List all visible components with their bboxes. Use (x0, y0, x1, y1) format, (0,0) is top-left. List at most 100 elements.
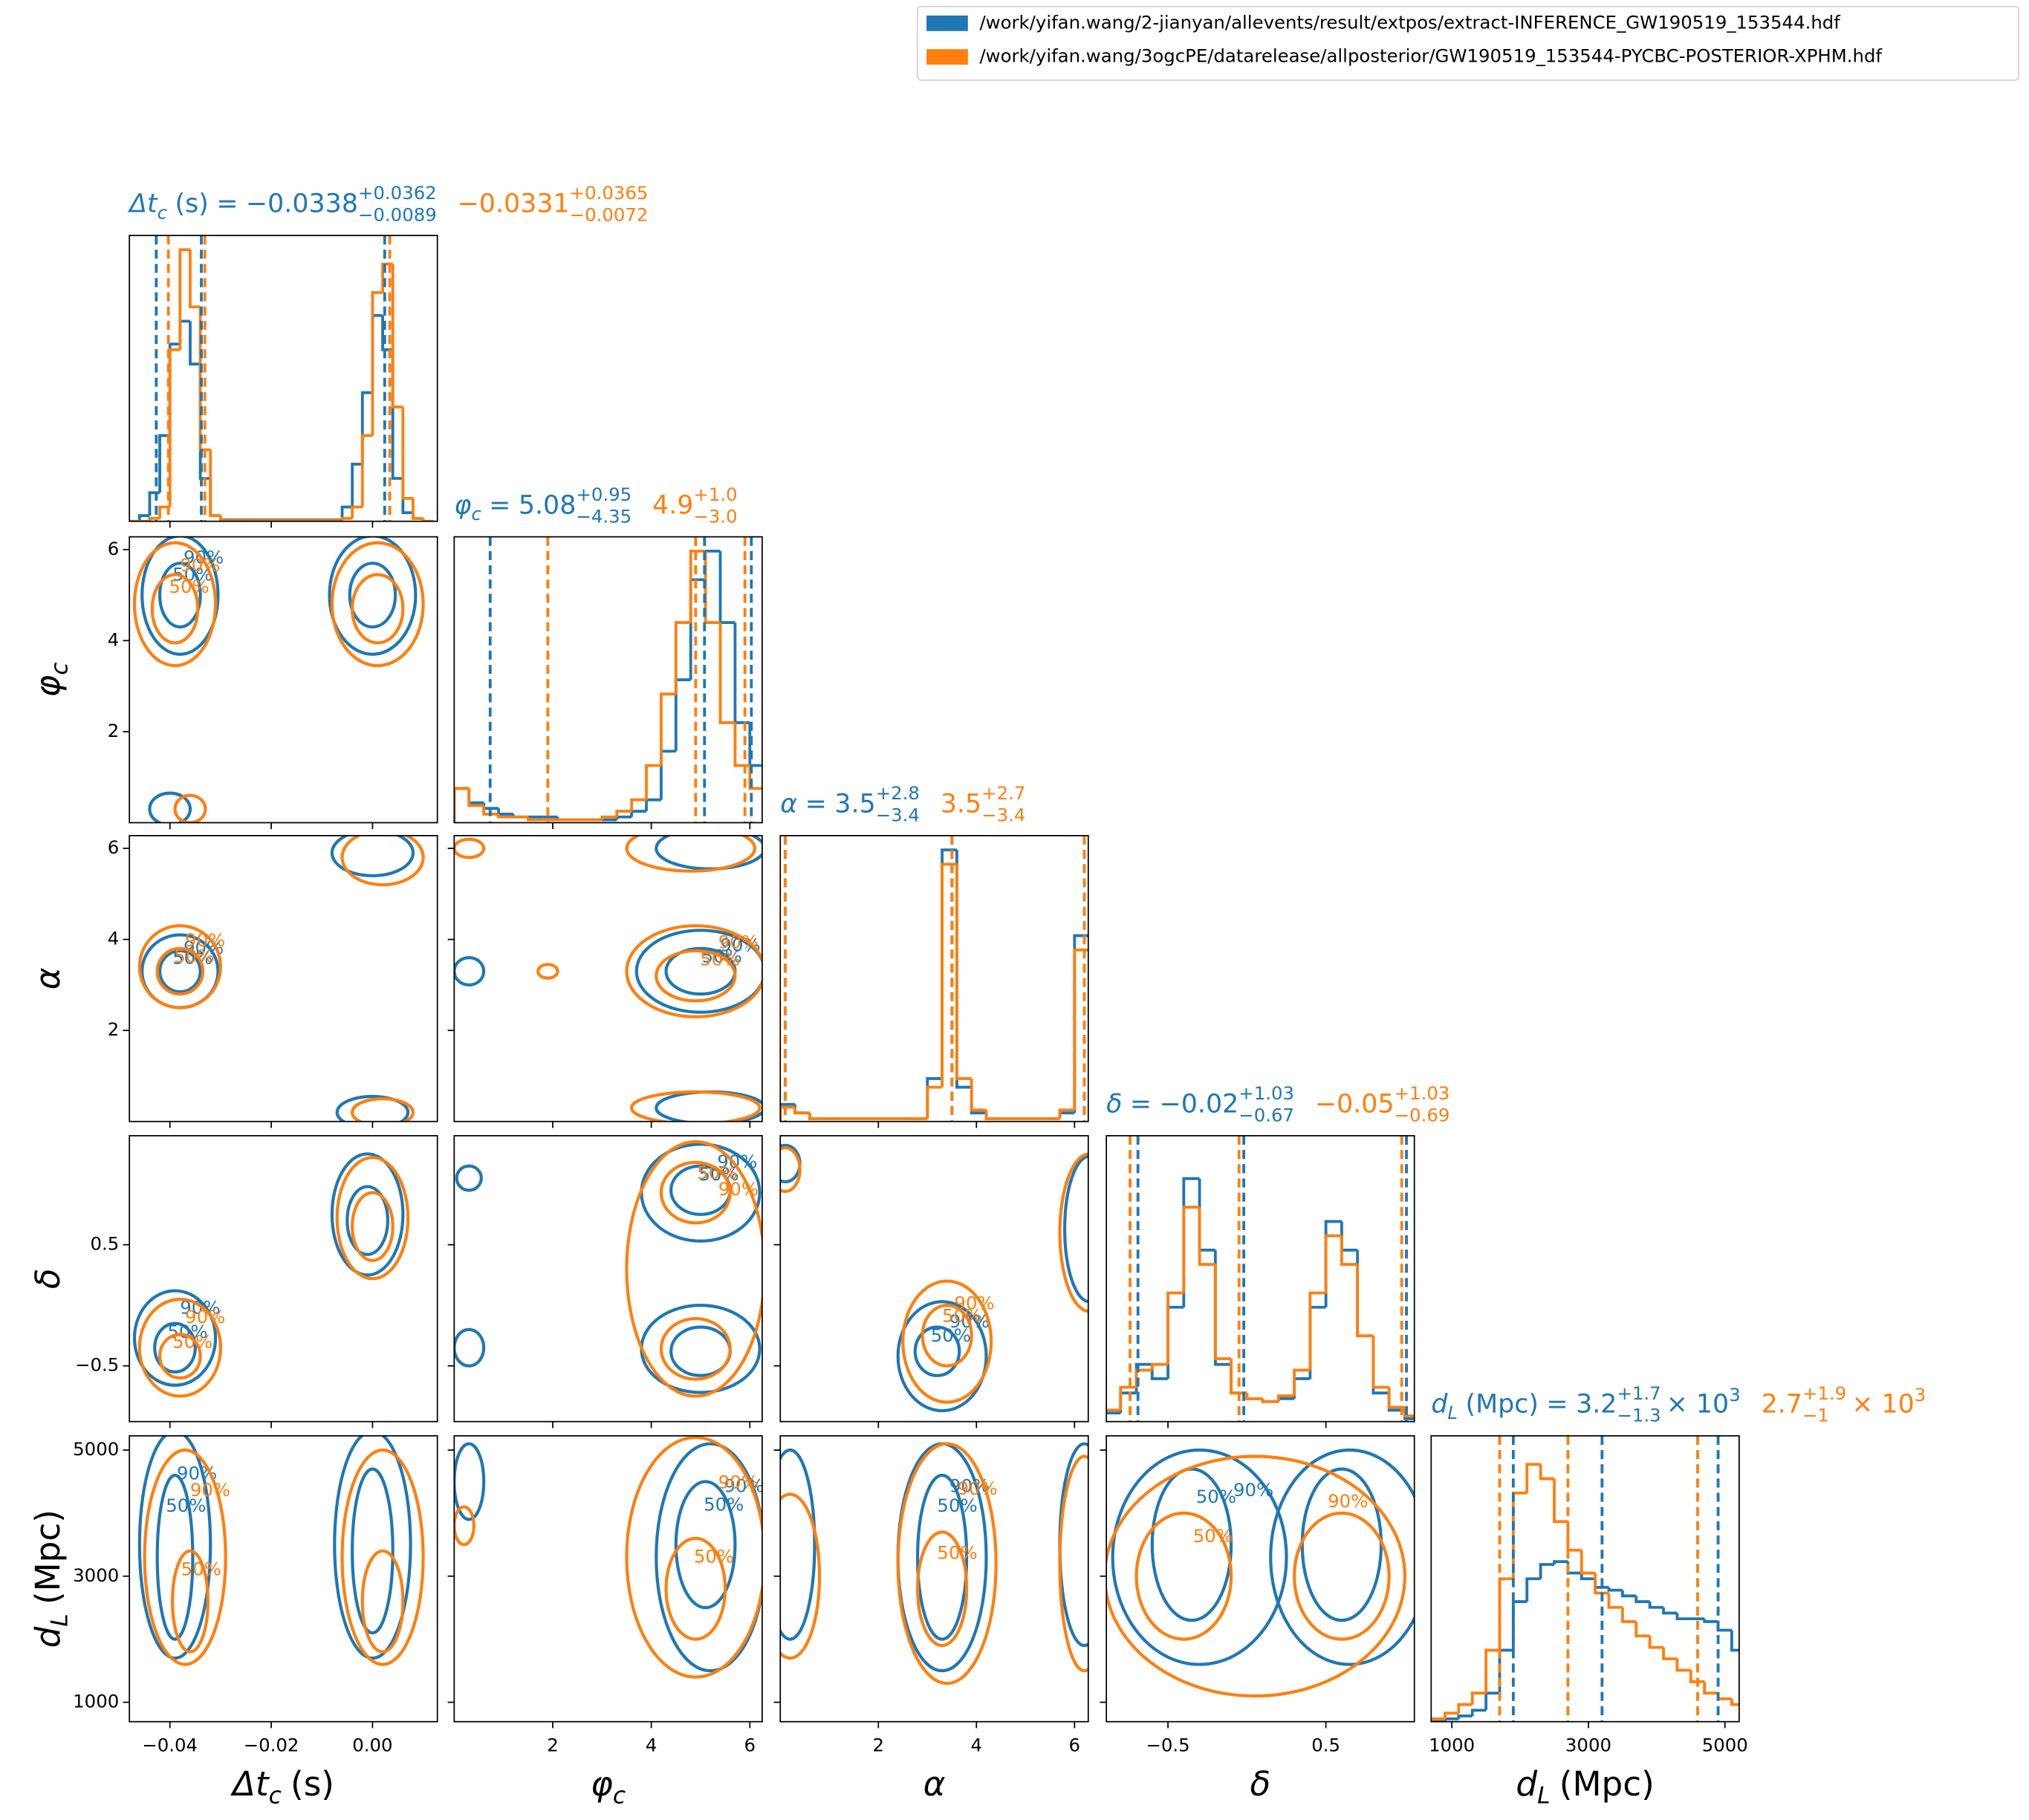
title-upper: +0.0362 (358, 182, 437, 204)
histogram-step (1594, 1573, 1609, 1595)
title-subscript: L (1447, 1402, 1458, 1423)
histogram-step (1580, 1573, 1596, 1581)
x-tick-label: 2 (547, 1735, 559, 1756)
histogram-step (926, 1085, 943, 1119)
histogram-step (1553, 1560, 1568, 1565)
x-tick-label: 2 (873, 1735, 885, 1756)
x-tick-label: 3000 (1565, 1735, 1611, 1756)
axis-symbol: φ (28, 675, 68, 698)
panel-frame (779, 1134, 1089, 1423)
histogram-step (1634, 1621, 1650, 1638)
axis-unit: (Mpc) (28, 1509, 68, 1605)
y-tick-label: 6 (108, 836, 120, 858)
title-subscript: c (471, 503, 481, 524)
histogram-step (1182, 1206, 1200, 1293)
title-upper: +2.7 (981, 782, 1025, 804)
histogram-step (482, 805, 499, 816)
histogram-step (360, 434, 373, 507)
contour (158, 1333, 202, 1380)
title-subscript: c (158, 201, 168, 223)
panel-frame (779, 835, 1089, 1122)
contour (659, 1160, 732, 1225)
contour (173, 793, 207, 823)
histogram-step (1403, 1407, 1415, 1417)
contour (454, 1505, 475, 1547)
histogram-step (526, 816, 543, 822)
contour (674, 1480, 737, 1610)
histogram-step (189, 250, 201, 309)
title-upper: +1.9 (1802, 1382, 1846, 1404)
y-tick-label: 5000 (73, 1438, 119, 1460)
histogram-step (1703, 1681, 1718, 1695)
panel-frame (779, 1434, 1089, 1723)
y-axis-label: α (28, 967, 68, 989)
title-median: 4.9 (652, 490, 693, 520)
contour (915, 1473, 969, 1641)
y-tick-label: 3000 (73, 1564, 119, 1586)
title-lower: −3.0 (693, 505, 737, 527)
y-axis-label: δ (28, 1268, 68, 1289)
histogram-step (793, 1107, 810, 1115)
contour (780, 1448, 817, 1641)
legend-label: /work/yifan.wang/3ogcPE/datarelease/allp… (979, 45, 1883, 67)
contour (348, 562, 397, 629)
histogram-step (689, 549, 706, 623)
contour-label: 90% (180, 554, 220, 576)
title-symbol: φ (454, 490, 471, 520)
histogram-step (780, 1102, 796, 1122)
axis-symbol: φ (591, 1764, 613, 1804)
contour (335, 1156, 410, 1281)
contour (351, 1191, 395, 1262)
axis-subscript: c (269, 1782, 282, 1809)
panel-frame (453, 1434, 763, 1723)
contour (137, 1297, 222, 1398)
histogram-step (748, 722, 762, 767)
panel-frame (129, 1434, 438, 1723)
histogram-step (1648, 1602, 1664, 1609)
y-tick-label: 4 (108, 928, 120, 949)
contour (137, 924, 222, 1010)
histogram-step (1620, 1590, 1637, 1598)
panel-frame (1106, 1134, 1415, 1423)
contour (625, 835, 756, 873)
panel: 90%50%90%50% (454, 835, 762, 1122)
title-median: −0.0338 (246, 189, 358, 219)
panel-frame (453, 1134, 763, 1423)
histogram-step (1324, 1234, 1342, 1293)
contour (132, 1289, 218, 1387)
histogram-step (1675, 1613, 1691, 1621)
contour (132, 541, 218, 668)
histogram-step (1648, 1636, 1664, 1649)
title-scale: × 10 (1666, 1389, 1730, 1419)
histogram-step (351, 505, 363, 519)
title-symbol: Δt (127, 189, 158, 219)
axis-symbol: d (28, 1626, 68, 1648)
title-median: 5.08 (519, 490, 577, 520)
panel: 90%50%90%50% (137, 1435, 425, 1666)
x-tick-label: 6 (744, 1735, 756, 1756)
title-unit: (Mpc) (1465, 1389, 1538, 1419)
contour-label: 90% (1233, 1479, 1273, 1501)
axis-symbol: d (1516, 1764, 1537, 1804)
title-median: 3.5 (941, 790, 981, 819)
histogram-step (1276, 1394, 1295, 1402)
y-tick-label: 2 (108, 720, 120, 741)
histogram-step (1511, 1600, 1528, 1651)
contour-label: 50% (700, 949, 740, 970)
histogram-step (467, 788, 484, 807)
axis-symbol: δ (28, 1268, 68, 1289)
y-tick-label: 4 (108, 628, 120, 650)
histogram-step (168, 348, 181, 507)
panel: 90%50%90%50% (454, 1436, 762, 1679)
contour (328, 536, 418, 656)
y-tick-label: −0.5 (75, 1354, 119, 1376)
title-lower: −0.0089 (358, 204, 437, 226)
title-lower: −0.0072 (570, 204, 649, 226)
title-lower: −1.3 (1617, 1405, 1660, 1426)
y-tick-label: 2 (108, 1018, 120, 1040)
axis-unit: (s) (290, 1764, 334, 1804)
contour (896, 1300, 988, 1413)
histogram-step (340, 505, 353, 520)
histogram-step (351, 462, 363, 507)
histogram-step (1198, 1207, 1215, 1266)
